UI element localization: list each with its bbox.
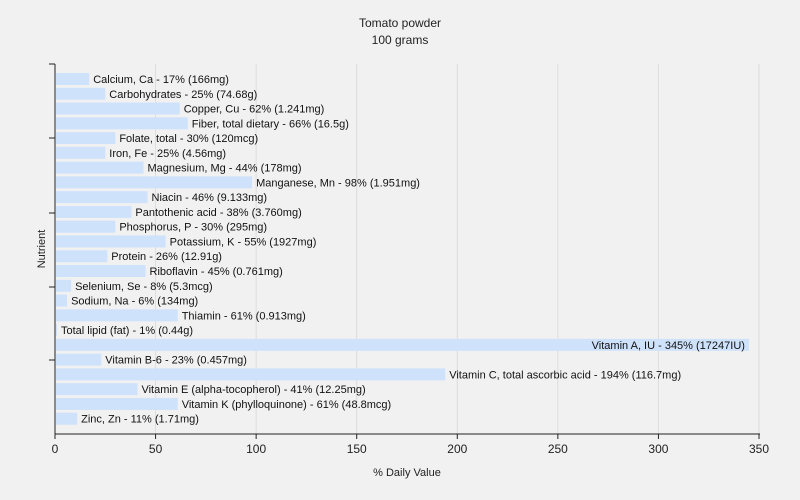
x-tick-label: 250 [548,442,568,456]
bar [56,309,178,322]
x-tick-label: 0 [52,442,59,456]
y-axis-label: Nutrient [36,230,48,269]
bar [56,146,106,159]
axes-group [49,63,760,439]
x-tick-label: 200 [447,442,467,456]
x-tick-label: 150 [347,442,367,456]
x-tick-label: 300 [648,442,668,456]
bar-label: Copper, Cu - 62% (1.241mg) [184,104,325,116]
bar-label: Potassium, K - 55% (1927mg) [170,236,317,248]
bar-label: Zinc, Zn - 11% (1.71mg) [81,414,199,426]
bars-group: Calcium, Ca - 17% (166mg) Carbohydrates -… [56,73,749,426]
bar [56,235,166,248]
bar [56,397,178,410]
bar-label: Manganese, Mn - 98% (1.951mg) [256,177,420,189]
bar-label: Vitamin E (alpha-tocopherol) - 41% (12.2… [141,384,365,396]
bar-label: Carbohydrates - 25% (74.68g) [109,89,257,101]
bar-label: Sodium, Na - 6% (134mg) [71,296,198,308]
bar-label: Thiamin - 61% (0.913mg) [182,310,306,322]
bar [56,383,138,396]
bar-label: Vitamin K (phylloquinone) - 61% (48.8mcg… [182,399,392,411]
bar [56,294,68,307]
bar [56,191,148,204]
bar [56,324,58,337]
bar-label: Total lipid (fat) - 1% (0.44g) [61,325,193,337]
chart-subtitle: 100 grams [372,33,429,47]
bar-label: Niacin - 46% (9.133mg) [152,192,268,204]
bar-label: Riboflavin - 45% (0.761mg) [150,266,283,278]
bar-label: Protein - 26% (12.91g) [111,251,222,263]
grid-lines [155,64,760,434]
bar [56,338,749,351]
bar [56,412,78,425]
x-tick-label: 50 [149,442,163,456]
bar-label: Pantothenic acid - 38% (3.760mg) [135,207,301,219]
bar-label: Vitamin A, IU - 345% (17247IU) [592,340,745,352]
bar [56,161,144,174]
bar [56,132,116,145]
bar [56,117,188,130]
bar [56,87,106,100]
bar [56,368,446,381]
bar [56,353,102,366]
chart-title: Tomato powder [359,16,441,30]
bar-label: Magnesium, Mg - 44% (178mg) [148,163,302,175]
x-axis-label: % Daily Value [373,467,441,479]
bar [56,265,146,278]
bar-label: Folate, total - 30% (120mcg) [119,133,258,145]
bar-label: Vitamin C, total ascorbic acid - 194% (1… [449,369,681,381]
bar-label: Calcium, Ca - 17% (166mg) [93,74,229,86]
bar [56,205,132,218]
bar-label: Fiber, total dietary - 66% (16.5g) [192,118,349,130]
bar-label: Vitamin B-6 - 23% (0.457mg) [105,355,247,367]
bar [56,220,116,233]
bar-label: Selenium, Se - 8% (5.3mcg) [75,281,213,293]
bar [56,102,180,115]
x-tick-label: 350 [749,442,769,456]
bar [56,250,108,263]
bar-label: Iron, Fe - 25% (4.56mg) [109,148,226,160]
x-tick-labels: 0 50 100 150 200 250 300 350 [52,442,770,456]
bar [56,73,90,85]
bar [56,176,253,189]
bar-label: Phosphorus, P - 30% (295mg) [119,222,267,234]
x-tick-label: 100 [246,442,266,456]
bar [56,279,72,292]
